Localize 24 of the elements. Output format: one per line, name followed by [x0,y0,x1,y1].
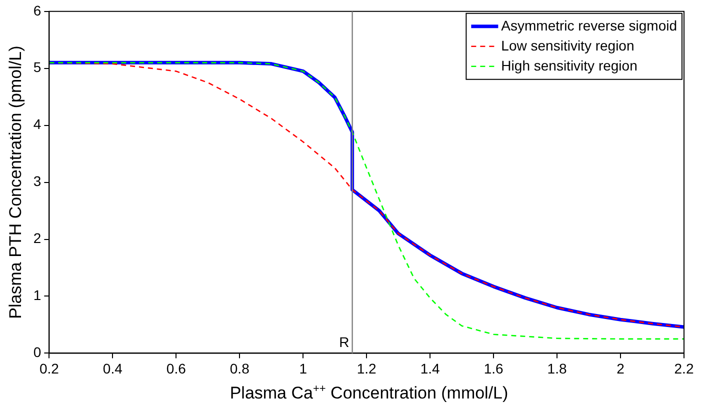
x-tick-label: 0.2 [39,360,60,376]
x-tick-label: 1.2 [356,360,377,376]
x-tick-label: 1.4 [420,360,440,376]
x-tick-label: 0.4 [102,360,123,376]
x-tick-label: 1.8 [547,360,567,376]
x-tick-label: 1 [299,360,308,376]
legend-label: High sensitivity region [501,57,638,74]
y-tick-label: 3 [33,173,42,190]
y-axis-title: Plasma PTH Concentration (pmol/L) [6,46,25,319]
legend-label: Low sensitivity region [501,37,634,54]
y-tick-label: 2 [33,230,42,246]
x-tick-label: 0.8 [230,360,250,376]
y-tick-label: 0 [33,344,42,360]
legend-label: Asymmetric reverse sigmoid [501,17,678,34]
x-tick-label: 0.6 [166,360,186,376]
x-axis-title: Plasma Ca$^{++}$ Concentration (mmol/L) [228,383,510,404]
y-tick-label: 5 [33,59,42,76]
y-tick-label: 4 [33,116,42,132]
ref-line-label: R [339,334,350,350]
x-tick-label: 2 [616,360,625,376]
y-tick-label: 1 [33,287,42,304]
x-tick-label: 1.6 [484,360,504,376]
x-tick-label: 2.2 [674,360,694,376]
y-tick-label: 6 [33,2,42,18]
